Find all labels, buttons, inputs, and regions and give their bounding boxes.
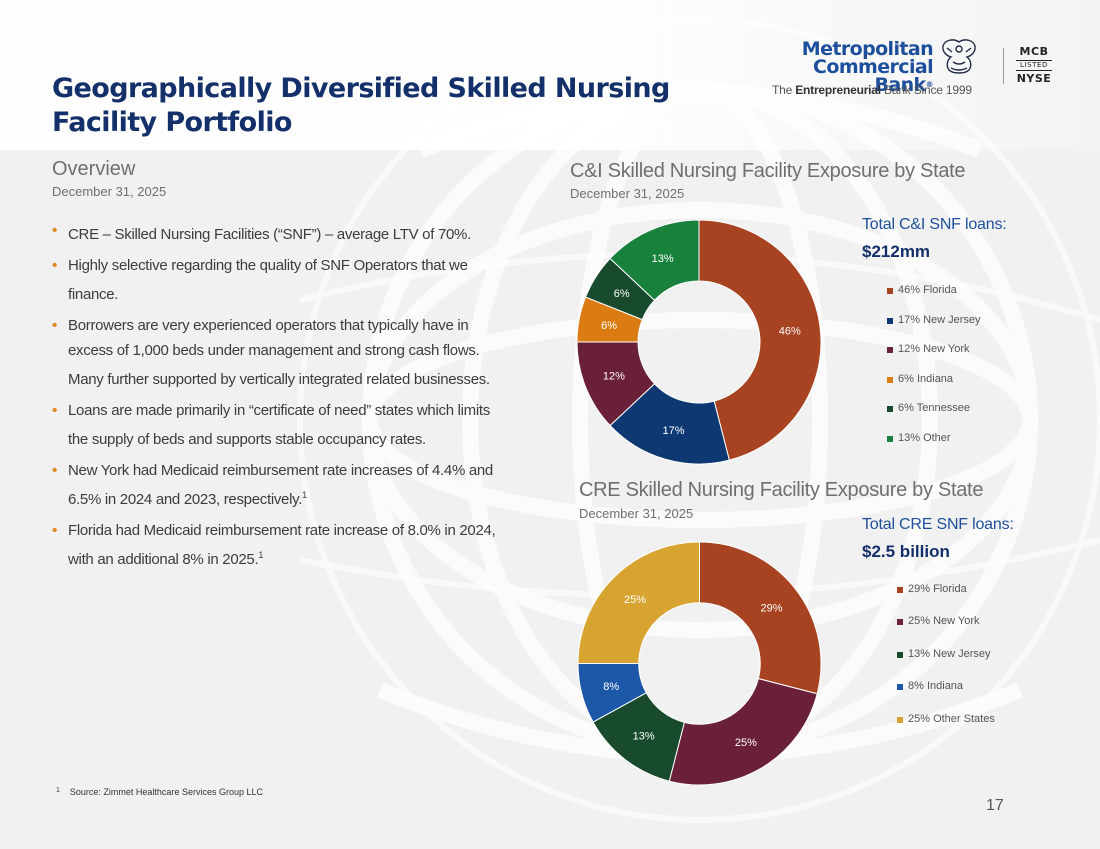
legend-item: 17% New Jersey [887, 314, 981, 344]
ci-chart-date: December 31, 2025 [570, 186, 685, 201]
cre-total-value: $2.5 billion [862, 542, 950, 561]
legend-item: 25% Other States [897, 713, 995, 745]
legend-label: 13% New Jersey [908, 647, 991, 660]
legend-item: 12% New York [887, 343, 981, 373]
donut-slice [577, 541, 700, 664]
donut-slice [698, 219, 822, 461]
legend-label: 8% Indiana [908, 680, 964, 693]
legend-item: 13% New Jersey [897, 648, 995, 680]
legend-swatch [887, 347, 893, 354]
eagle-icon [942, 39, 976, 74]
legend-item: 25% New York [897, 615, 995, 647]
nyse-listing-badge: MCB LISTED NYSE [1016, 46, 1052, 85]
slice-data-label: 29% [760, 603, 782, 615]
donut-slice [699, 541, 822, 695]
title-band [0, 0, 1100, 150]
cre-legend: 29% Florida 25% New York 13% New Jersey 8% … [897, 583, 995, 745]
bullet-dot-icon: • [52, 257, 57, 274]
bullet-dot-icon: • [52, 462, 57, 479]
legend-label: 25% New York [908, 615, 980, 628]
legend-swatch [887, 317, 893, 324]
legend-swatch [897, 716, 903, 723]
bullet-item: • CRE – Skilled Nursing Facilities (“SNF”… [52, 218, 508, 247]
logo-tagline: The Entrepreneurial Bank Since 1999 [772, 83, 972, 97]
slice-data-label: 46% [779, 326, 801, 338]
legend-label: 17% New Jersey [898, 313, 981, 326]
slice-data-label: 13% [652, 253, 674, 265]
legend-label: 6% Indiana [898, 372, 954, 385]
footnote: 1 Source: Zimmet Healthcare Services Grou… [56, 787, 263, 797]
legend-item: 6% Indiana [887, 373, 981, 403]
logo-divider [1003, 48, 1004, 84]
legend-item: 13% Other [887, 432, 981, 462]
ci-total-label: Total C&I SNF loans: [862, 216, 1007, 233]
ci-chart-title: C&I Skilled Nursing Facility Exposure by… [570, 160, 966, 182]
legend-swatch [897, 619, 903, 626]
slice-data-label: 12% [603, 371, 625, 383]
legend-item: 6% Tennessee [887, 402, 981, 432]
legend-label: 25% Other States [908, 712, 995, 725]
legend-label: 46% Florida [898, 284, 957, 296]
donut-slice [609, 219, 700, 301]
bullet-dot-icon: • [52, 522, 57, 539]
legend-swatch [887, 288, 893, 294]
bullet-item: • Loans are made primarily in “certificat… [52, 398, 508, 452]
legend-label: 12% New York [898, 343, 970, 356]
page-number: 17 [986, 797, 1004, 814]
slice-data-label: 13% [633, 731, 655, 743]
legend-swatch [887, 435, 893, 442]
slice-data-label: 25% [624, 594, 646, 606]
slice-data-label: 6% [614, 288, 630, 300]
cre-donut-chart: 29% 25% 13% 8% 25% [577, 541, 822, 786]
legend-swatch [887, 406, 893, 413]
listing-exchange: NYSE [1016, 72, 1052, 85]
legend-label: 13% Other [898, 431, 951, 444]
donut-slice [668, 677, 818, 786]
bullet-dot-icon: • [52, 222, 57, 239]
listing-label: LISTED [1016, 60, 1052, 71]
ci-donut-chart: 46% 17% 12% 6% 6% 13% [576, 219, 822, 465]
logo-name-line2: Commercial Bank [813, 56, 934, 96]
ci-legend: 46% Florida 17% New Jersey 12% New York 6% … [887, 284, 981, 462]
legend-swatch [897, 651, 903, 658]
footnote-text: Source: Zimmet Healthcare Services Group… [69, 787, 263, 797]
bank-logo: Metropolitan Commercial Bank® The Entrep… [766, 36, 1066, 102]
cre-chart-title: CRE Skilled Nursing Facility Exposure by… [579, 479, 984, 501]
logo-name-line1: Metropolitan [801, 38, 934, 60]
overview-heading: Overview [52, 158, 136, 180]
legend-swatch [887, 376, 893, 383]
legend-swatch [897, 684, 903, 691]
legend-label: 29% Florida [908, 583, 967, 595]
bullet-item: • Florida had Medicaid reimbursement rate… [52, 518, 508, 572]
legend-item: 29% Florida [897, 583, 995, 615]
logo-wordmark: Metropolitan Commercial Bank® [766, 38, 934, 96]
bullet-item: • Borrowers are very experienced operator… [52, 313, 508, 392]
bullet-item: • Highly selective regarding the quality … [52, 253, 508, 307]
legend-item: 8% Indiana [897, 680, 995, 712]
legend-swatch [897, 587, 903, 593]
ci-total-value: $212mm [862, 242, 931, 261]
cre-total-label: Total CRE SNF loans: [862, 516, 1014, 533]
overview-date: December 31, 2025 [52, 184, 167, 199]
footnote-number: 1 [56, 787, 60, 794]
cre-chart-date: December 31, 2025 [579, 506, 694, 521]
slice-data-label: 6% [601, 320, 617, 332]
overview-bullet-list: • CRE – Skilled Nursing Facilities (“SNF”… [52, 218, 508, 578]
bullet-item: • New York had Medicaid reimbursement rat… [52, 458, 508, 512]
bullet-dot-icon: • [52, 317, 57, 334]
slice-data-label: 25% [735, 737, 757, 749]
slice-data-label: 17% [662, 425, 684, 437]
bullet-dot-icon: • [52, 402, 57, 419]
legend-label: 6% Tennessee [898, 402, 970, 415]
slice-data-label: 8% [603, 681, 619, 693]
page-title: Geographically Diversified Skilled Nursi… [52, 73, 670, 138]
listing-ticker: MCB [1019, 45, 1049, 58]
registered-mark: ® [925, 80, 934, 89]
legend-item: 46% Florida [887, 284, 981, 314]
